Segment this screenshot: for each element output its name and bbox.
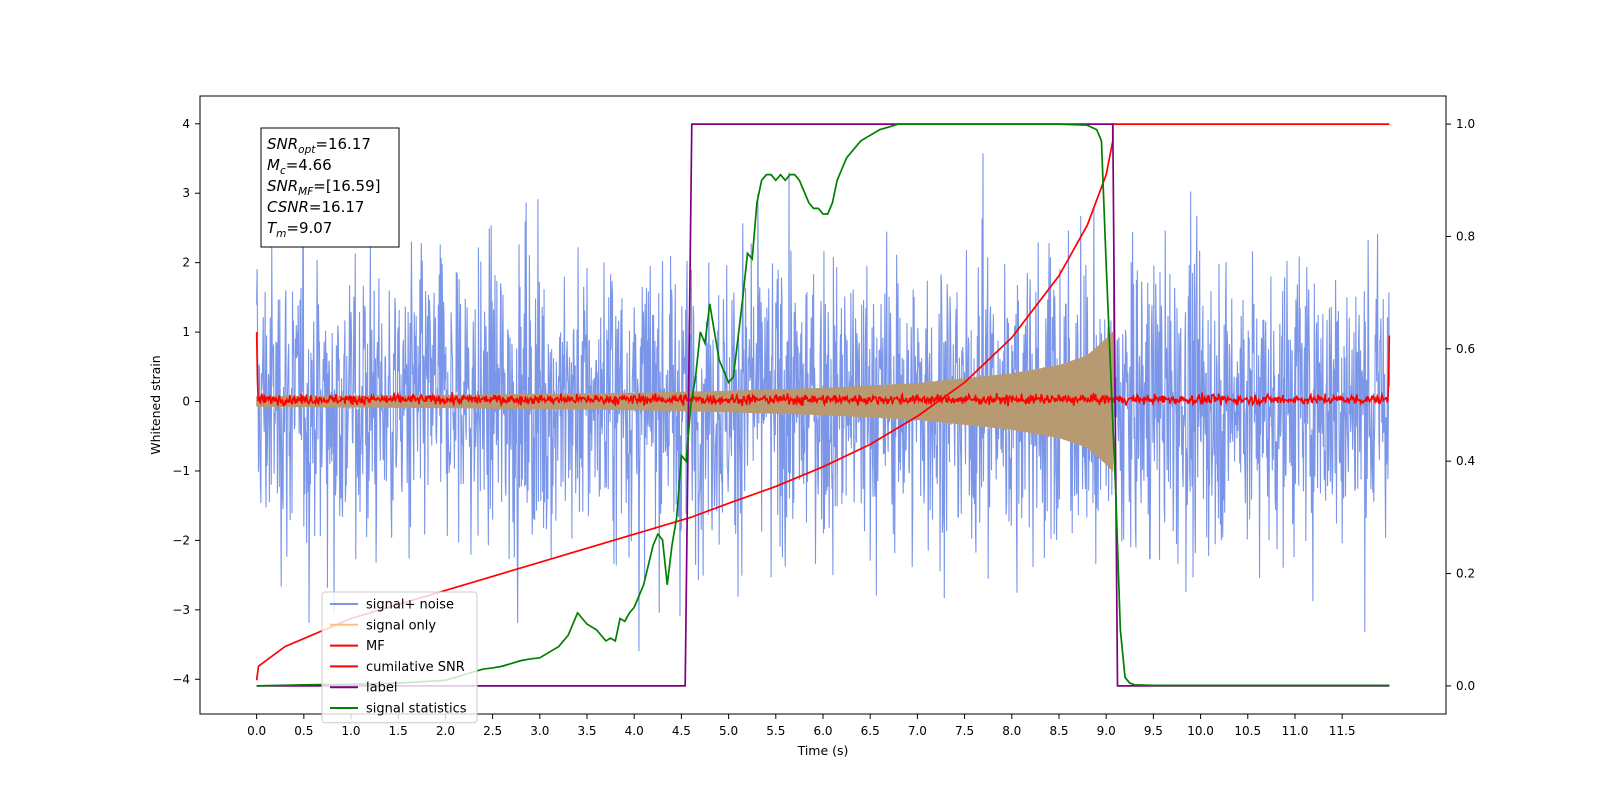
x-tick-label: 6.5 [861,724,880,738]
x-tick-label: 3.0 [530,724,549,738]
y-right-tick-label: 0.2 [1456,567,1475,581]
y-tick-label: −1 [172,464,190,478]
x-tick-label: 7.0 [908,724,927,738]
series-signal-only [256,331,1114,472]
x-tick-label: 0.5 [294,724,313,738]
x-tick-label: 5.0 [719,724,738,738]
y-tick-label: −2 [172,533,190,547]
legend-label: signal statistics [366,702,467,717]
legend: signal+ noise signal only MF cumilative SNR… [321,591,478,724]
y-tick-label: 1 [182,325,190,339]
info-line: Mc=4.66 [267,156,332,177]
info-line: SNRopt=16.17 [267,135,371,156]
data-layer [255,123,1391,687]
x-tick-label: 4.5 [672,724,691,738]
series-signal-statistics [256,123,1390,687]
legend-label: signal only [366,618,436,633]
y-right-tick-label: 0.4 [1456,454,1475,468]
x-tick-label: 8.0 [1002,724,1021,738]
x-tick-label: 11.5 [1329,724,1356,738]
y-tick-label: −4 [172,672,190,686]
y-tick-label: −3 [172,603,190,617]
info-box-frame [260,127,400,248]
x-tick-label: 3.5 [577,724,596,738]
info-line: CSNR=16.17 [267,198,364,216]
legend-frame [321,591,478,724]
x-tick-label: 2.0 [436,724,455,738]
y-tick-label: 3 [182,186,190,200]
y-tick-label: 0 [182,395,190,409]
y-right-tick-label: 1.0 [1456,117,1475,131]
x-tick-label: 2.5 [483,724,502,738]
x-tick-label: 1.5 [389,724,408,738]
y-right-tick-label: 0.0 [1456,679,1475,693]
x-tick-label: 7.5 [955,724,974,738]
y-axis-label: Whitened strain [148,355,163,454]
x-tick-label: 8.5 [1049,724,1068,738]
legend-label: signal+ noise [366,598,454,613]
legend-label: label [366,681,397,696]
x-axis-label: Time (s) [797,743,849,758]
y-right-tick-label: 0.8 [1456,229,1475,243]
x-tick-label: 10.5 [1234,724,1261,738]
x-tick-label: 6.0 [813,724,832,738]
x-tick-label: 10.0 [1187,724,1214,738]
axes-layer: 0.0 0.5 1.0 1.5 2.0 2.5 3.0 3.5 4.0 4.5 5.0 5.5 6.0 6… [172,117,1475,738]
x-tick-label: 5.5 [766,724,785,738]
info-line: SNRMF=[16.59] [267,177,381,198]
y-right-tick-label: 0.6 [1456,342,1475,356]
legend-label: MF [366,639,385,654]
x-tick-label: 0.0 [247,724,266,738]
info-box: SNRopt=16.17Mc=4.66SNRMF=[16.59]CSNR=16.… [260,127,400,248]
series-signal-noise [256,153,1390,652]
x-tick-label: 9.5 [1144,724,1163,738]
info-line: Tm=9.07 [267,219,332,240]
y-tick-label: 2 [182,256,190,270]
series-mf [255,332,1391,408]
x-tick-label: 11.0 [1282,724,1309,738]
x-tick-label: 1.0 [341,724,360,738]
x-tick-label: 9.0 [1097,724,1116,738]
y-tick-label: 4 [182,117,190,131]
legend-label: cumilative SNR [366,660,465,675]
x-tick-label: 4.0 [625,724,644,738]
